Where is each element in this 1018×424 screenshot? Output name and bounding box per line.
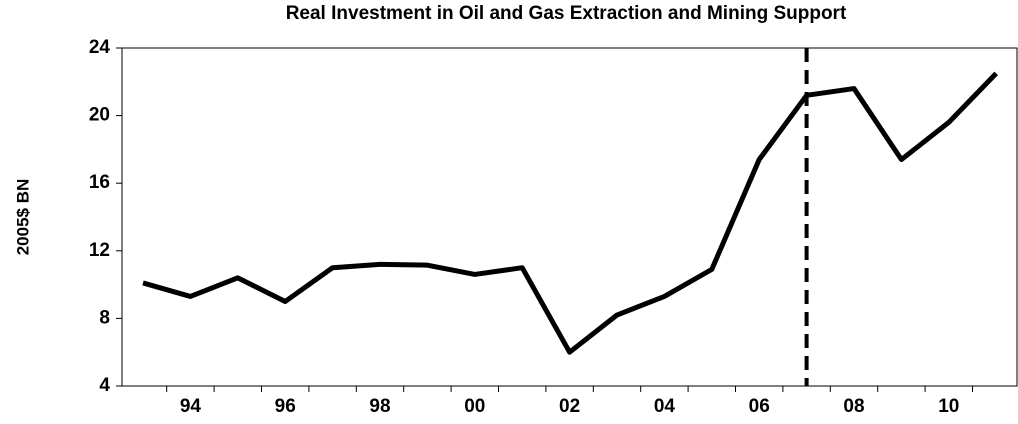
y-tick-label: 20 (89, 105, 110, 126)
plot-frame (121, 47, 1018, 387)
y-tick-label: 12 (89, 240, 110, 261)
x-tick-label: 10 (938, 396, 959, 417)
y-tick-label: 16 (89, 172, 110, 193)
x-tick-label: 08 (843, 396, 864, 417)
y-tick-label: 8 (99, 307, 110, 328)
chart-title: Real Investment in Oil and Gas Extractio… (286, 3, 847, 24)
x-tick-label: 94 (180, 396, 202, 417)
x-tick-label: 02 (559, 396, 580, 417)
x-tick-label: 00 (464, 396, 485, 417)
data-line (142, 71, 998, 355)
y-axis-label: 2005$ BN (13, 179, 32, 256)
x-tick-label: 06 (749, 396, 770, 417)
x-tick-label: 98 (369, 396, 390, 417)
x-tick-label: 96 (275, 396, 296, 417)
y-tick-label: 24 (89, 37, 111, 58)
y-tick-label: 4 (99, 375, 110, 396)
x-tick-label: 04 (654, 396, 676, 417)
